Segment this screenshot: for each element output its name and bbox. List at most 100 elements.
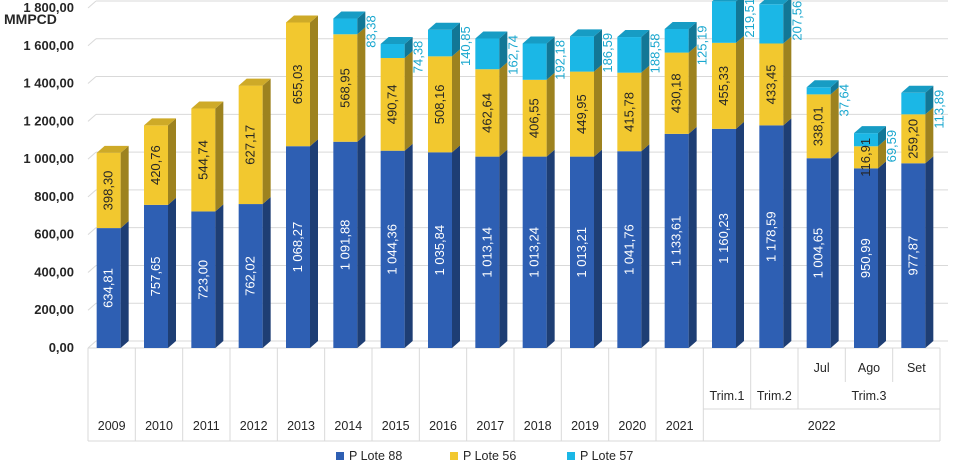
data-label-p-lote-88: 1 013,21 (574, 227, 589, 278)
bar-p-lote-56-2020 (617, 72, 642, 152)
bar-p-lote-57-2016 (428, 29, 452, 57)
bar-side (830, 87, 839, 159)
bar-top (901, 85, 934, 93)
gridline-depth (87, 189, 97, 198)
bar-p-lote-88-2020 (617, 151, 642, 348)
x-tick-label: 2011 (193, 419, 220, 433)
bar-p-lote-57-Trim.2 (759, 4, 784, 44)
bar-top (380, 36, 413, 44)
bar-side (830, 151, 839, 348)
bar-side (594, 64, 602, 157)
data-label-p-lote-88: 1 035,84 (432, 225, 447, 276)
bar-side (641, 30, 650, 73)
bar-top (96, 145, 129, 153)
x-tick-label: Set (907, 361, 926, 375)
bar-side (546, 72, 555, 157)
data-label-p-lote-57: 192,18 (553, 40, 568, 80)
bar-p-lote-56-Trim.2 (759, 43, 784, 126)
bar-side (452, 49, 460, 153)
bar-p-lote-88-2021 (664, 133, 689, 348)
bar-side (925, 107, 934, 164)
bar-side (404, 143, 413, 348)
data-label-p-lote-56: 259,20 (905, 119, 920, 159)
bar-p-lote-88-2009 (96, 228, 121, 348)
bar-p-lote-57-Jul (806, 87, 831, 95)
data-label-p-lote-88: 757,65 (148, 257, 163, 297)
data-label-p-lote-57: 140,85 (458, 26, 473, 66)
data-label-p-lote-57: 69,59 (884, 130, 899, 163)
bar-top (617, 30, 650, 38)
gridline-depth (87, 38, 97, 47)
bar-side (168, 197, 176, 348)
bar-side (310, 139, 318, 348)
data-label-p-lote-57: 186,59 (600, 33, 615, 73)
bar-top (664, 21, 697, 29)
data-label-p-lote-56: 116,91 (858, 138, 873, 177)
bar-side (404, 51, 413, 151)
gridline-depth (87, 113, 97, 122)
bar-top (759, 0, 789, 5)
x-tick-label: 2013 (287, 419, 315, 433)
bar-side (594, 29, 602, 72)
x-tick-label: Trim.2 (757, 389, 792, 403)
x-tick-label: 2015 (382, 419, 410, 433)
y-tick-label: 1 200,00 (23, 113, 74, 128)
group-label-trim3: Trim.3 (852, 389, 887, 403)
gridline-depth (87, 76, 97, 84)
data-label-p-lote-56: 627,17 (243, 125, 258, 165)
bar-side (688, 45, 697, 134)
bar-side (878, 161, 886, 348)
bar-p-lote-56-2014 (333, 34, 358, 142)
x-tick-label: 2021 (666, 419, 694, 433)
bar-p-lote-88-2018 (522, 156, 547, 348)
legend-swatch-p-lote-57 (567, 452, 575, 460)
bar-p-lote-56-Jul (806, 94, 831, 159)
data-label-p-lote-56: 338,01 (811, 106, 826, 146)
data-label-p-lote-88: 1 091,88 (337, 220, 352, 271)
bar-p-lote-88-2013 (286, 146, 310, 348)
bar-p-lote-88-Trim.2 (759, 125, 784, 348)
bar-top (475, 31, 508, 39)
bar-p-lote-56-2016 (428, 56, 452, 153)
bar-p-lote-88-2019 (570, 156, 594, 348)
bar-side (546, 36, 555, 80)
bar-p-lote-57-2017 (475, 38, 500, 70)
bar-p-lote-88-Ago (854, 168, 878, 348)
data-label-p-lote-88: 1 160,23 (716, 213, 731, 264)
data-label-p-lote-56: 568,95 (337, 68, 352, 108)
y-axis-title: MMPCD (4, 11, 57, 27)
data-label-p-lote-88: 950,99 (858, 238, 873, 278)
gridline-depth (87, 151, 97, 160)
bar-side (830, 80, 839, 95)
x-tick-label: Ago (858, 361, 880, 375)
data-label-p-lote-88: 1 068,27 (290, 222, 305, 273)
data-label-p-lote-88: 762,02 (243, 256, 258, 296)
bar-p-lote-57-2018 (522, 43, 547, 80)
bar-top (144, 118, 176, 126)
data-label-p-lote-56: 406,55 (527, 98, 542, 138)
bar-side (499, 149, 508, 348)
bar-side (357, 134, 366, 348)
gridline-depth (87, 302, 97, 311)
bar-side (688, 126, 697, 348)
bar-side (499, 62, 508, 157)
bar-side (404, 36, 413, 59)
data-label-p-lote-57: 207,56 (789, 1, 804, 41)
bar-side (120, 145, 129, 229)
bar-p-lote-88-2014 (333, 141, 358, 348)
bar-p-lote-88-Trim.1 (712, 128, 736, 348)
y-tick-label: 0,00 (49, 340, 74, 355)
legend-label: P Lote 56 (463, 449, 516, 463)
bar-top (806, 80, 839, 88)
bar-side (641, 65, 650, 152)
bar-side (215, 204, 224, 348)
y-tick-label: 200,00 (34, 302, 74, 317)
group-label-2022: 2022 (808, 419, 836, 433)
data-label-p-lote-57: 83,38 (363, 15, 378, 48)
bar-side (499, 31, 508, 70)
bar-top (570, 29, 602, 37)
data-label-p-lote-88: 723,00 (195, 260, 210, 300)
bar-p-lote-57-2019 (570, 36, 594, 72)
